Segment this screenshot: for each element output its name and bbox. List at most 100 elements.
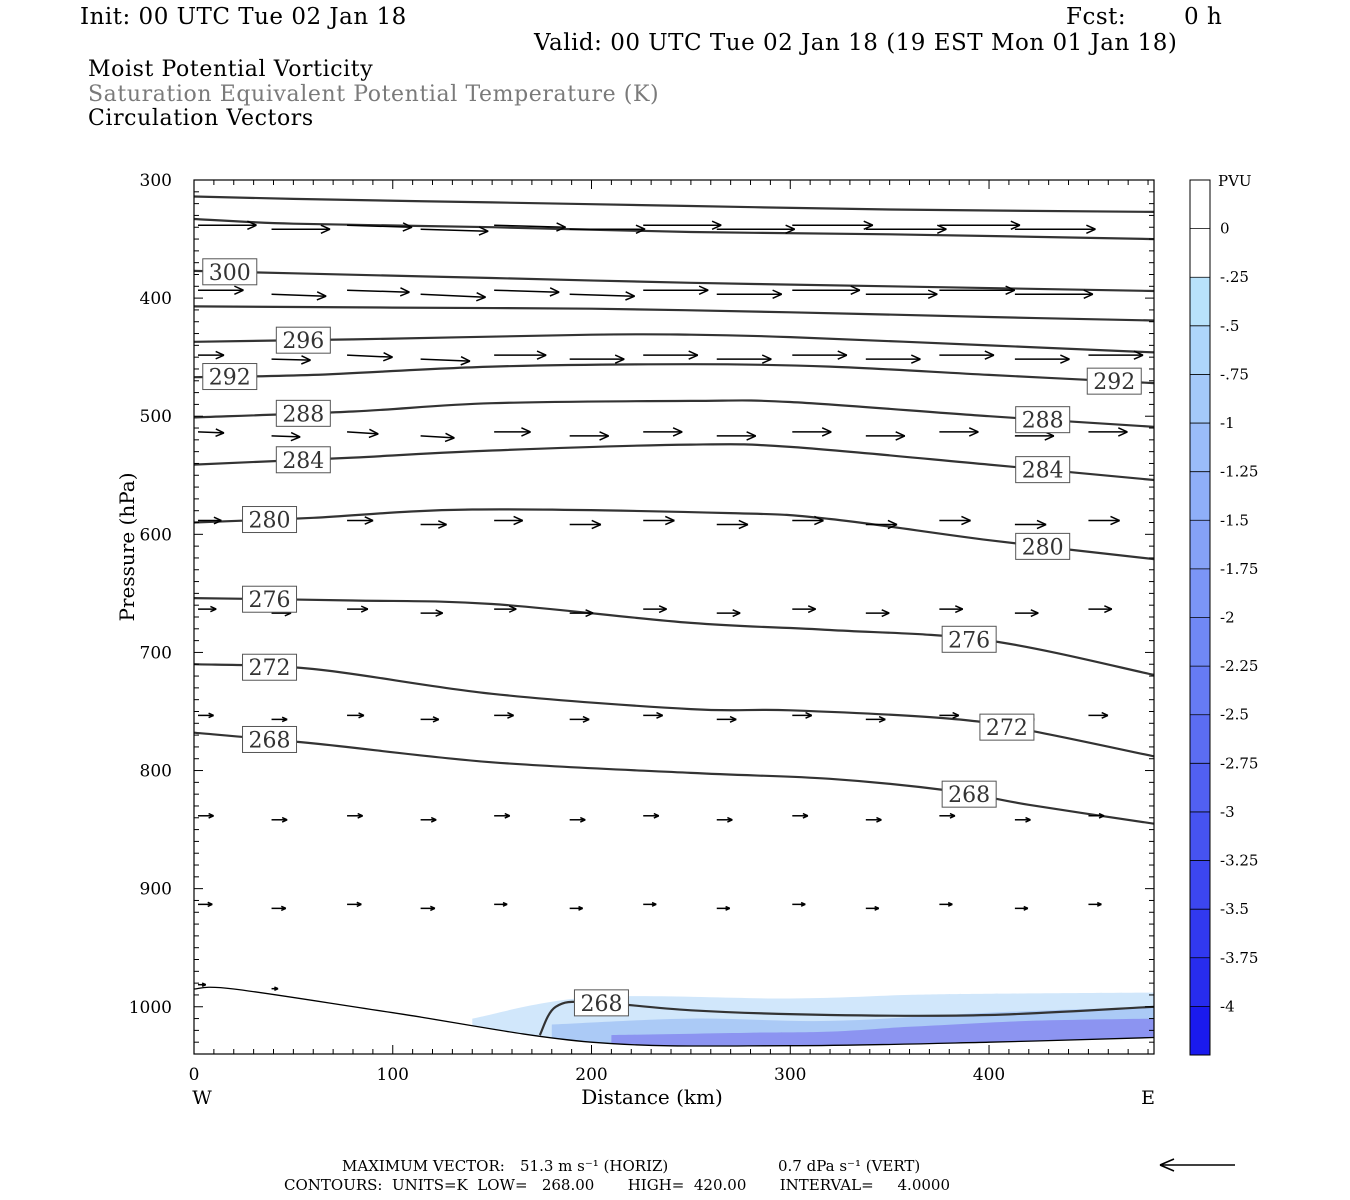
vector-590-2 — [347, 516, 374, 525]
vector-915-8 — [792, 901, 806, 907]
valid-time: Valid: 00 UTC Tue 02 Jan 18 (19 EST Mon … — [534, 30, 1178, 56]
vector-840-10 — [939, 812, 956, 819]
svg-text:284: 284 — [282, 449, 324, 474]
max-vector-label: MAXIMUM VECTOR: — [342, 1157, 505, 1175]
vector-590-11 — [1014, 519, 1047, 530]
reference-vector-arrow — [1159, 1158, 1235, 1172]
vector-665-2 — [347, 605, 369, 613]
y-tick-label-1000: 1000 — [129, 998, 172, 1018]
svg-text:268: 268 — [948, 783, 990, 808]
contour-label-276-9-1: 276 — [941, 625, 997, 653]
vector-515-3 — [420, 432, 455, 443]
contour-304-1 — [194, 217, 1154, 241]
vector-665-12 — [1088, 605, 1113, 614]
colorbar-swatch-11 — [1190, 714, 1210, 764]
vector-450-2 — [347, 352, 393, 362]
title-theta-es: Saturation Equivalent Potential Temperat… — [88, 82, 660, 107]
contour-label-288-6-0: 288 — [275, 399, 331, 427]
svg-text:288: 288 — [282, 402, 324, 427]
vector-665-4 — [494, 605, 517, 613]
vector-450-6 — [643, 350, 699, 360]
vector-515-8 — [792, 427, 832, 437]
colorbar-swatch-17 — [1190, 1006, 1210, 1055]
vector-340-3 — [420, 226, 489, 236]
contour-298-3 — [194, 305, 1154, 322]
plot-frame — [193, 179, 1155, 1055]
contour-272-10 — [194, 663, 1154, 758]
vector-840-2 — [347, 812, 363, 819]
colorbar-label-10: -2.5 — [1220, 706, 1249, 724]
vector-450-3 — [420, 356, 471, 366]
vector-915-4 — [494, 901, 508, 907]
vector-395-10 — [939, 285, 1016, 295]
contour-label-280-8-0: 280 — [242, 506, 298, 534]
vector-665-9 — [865, 609, 890, 618]
vector-665-6 — [643, 605, 667, 614]
colorbar-label-12: -3 — [1220, 803, 1235, 821]
vector-915-10 — [939, 901, 953, 907]
vector-665-0 — [198, 605, 217, 613]
vector-590-8 — [792, 515, 824, 526]
vector-515-10 — [939, 427, 979, 437]
vector-395-7 — [716, 289, 783, 299]
vector-450-7 — [716, 354, 772, 364]
colorbar-swatch-3 — [1190, 325, 1210, 375]
contour-label-288-6-1: 288 — [1015, 406, 1071, 434]
colorbar-label-8: -2 — [1220, 609, 1235, 627]
vector-340-7 — [716, 224, 796, 235]
vector-395-0 — [198, 285, 244, 295]
colorbar-swatch-15 — [1190, 909, 1210, 958]
vector-395-8 — [792, 285, 861, 295]
vector-450-10 — [939, 350, 995, 360]
vector-515-6 — [643, 427, 683, 437]
vector-755-9 — [865, 715, 886, 723]
vector-755-8 — [792, 711, 813, 719]
x-end-label-east: E — [1141, 1087, 1155, 1109]
colorbar-swatch-6 — [1190, 471, 1210, 521]
vector-755-12 — [1088, 711, 1109, 719]
vector-915-6 — [643, 901, 657, 907]
colorbar-label-1: -.25 — [1220, 268, 1249, 286]
vector-450-9 — [865, 354, 921, 364]
vector-915-9 — [865, 905, 880, 911]
vector-590-3 — [420, 520, 447, 529]
vector-340-9 — [865, 224, 947, 235]
vector-915-3 — [420, 905, 436, 912]
vector-590-5 — [569, 519, 602, 530]
vector-915-5 — [569, 905, 583, 911]
svg-text:276: 276 — [948, 628, 990, 653]
max-vector-horiz: 51.3 m s⁻¹ (HORIZ) — [520, 1157, 669, 1175]
contour-label-268-11-0: 268 — [242, 725, 298, 753]
colorbar-swatch-12 — [1190, 763, 1210, 812]
vector-450-12 — [1088, 350, 1144, 360]
contour-label-300-2-0: 300 — [202, 258, 258, 286]
vector-755-3 — [420, 716, 440, 723]
svg-text:292: 292 — [209, 366, 251, 391]
contour-label-268-12-0: 268 — [573, 989, 629, 1017]
vector-755-5 — [569, 715, 590, 723]
vector-590-4 — [494, 515, 524, 526]
y-axis-label: Pressure (hPa) — [115, 473, 139, 622]
y-tick-label-600: 600 — [140, 525, 172, 545]
colorbar-label-0: 0 — [1220, 220, 1230, 238]
colorbar-swatch-4 — [1190, 374, 1210, 424]
svg-text:276: 276 — [249, 588, 291, 613]
svg-text:284: 284 — [1022, 459, 1064, 484]
vector-590-9 — [865, 519, 898, 530]
vector-915-2 — [347, 901, 362, 908]
contour-label-272-10-1: 272 — [979, 713, 1035, 741]
vector-450-8 — [792, 350, 848, 360]
vector-340-10 — [939, 220, 1021, 231]
vector-755-1 — [271, 716, 288, 723]
vector-515-2 — [347, 428, 379, 439]
x-tick-label-0: 0 — [189, 1065, 200, 1085]
vector-590-0 — [198, 516, 222, 525]
vector-915-7 — [716, 905, 731, 911]
vector-450-0 — [198, 350, 225, 360]
vector-450-4 — [494, 350, 547, 360]
vector-395-9 — [865, 289, 938, 299]
contour-280-8 — [194, 508, 1154, 561]
y-tick-label-900: 900 — [140, 880, 172, 900]
forecast-hour: 0 h — [1184, 4, 1223, 30]
